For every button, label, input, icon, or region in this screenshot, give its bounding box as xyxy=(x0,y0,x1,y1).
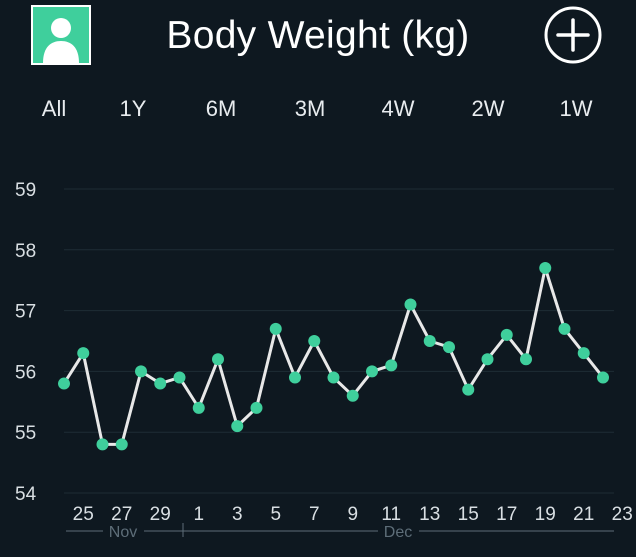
data-point xyxy=(212,353,224,366)
data-point xyxy=(173,371,186,384)
y-tick-label: 57 xyxy=(15,302,36,323)
tab-6m[interactable]: 6M xyxy=(205,96,237,121)
data-point xyxy=(346,389,359,402)
data-point xyxy=(115,438,128,451)
data-point xyxy=(96,438,109,451)
data-point xyxy=(135,365,147,378)
data-point xyxy=(558,322,571,335)
data-point xyxy=(520,353,532,366)
tab-1w[interactable]: 1W xyxy=(559,96,593,121)
x-tick-label: 21 xyxy=(573,504,594,525)
tab-3m[interactable]: 3M xyxy=(294,96,326,121)
data-point xyxy=(192,401,205,414)
x-tick-label: 25 xyxy=(73,504,94,525)
y-tick-label: 58 xyxy=(15,241,36,262)
y-tick-label: 59 xyxy=(15,180,36,201)
data-point xyxy=(481,353,494,366)
page-title: Body Weight (kg) xyxy=(166,14,470,57)
x-tick-label: 7 xyxy=(309,504,320,525)
x-tick-label: 23 xyxy=(612,504,633,525)
tab-4w[interactable]: 4W xyxy=(381,96,415,121)
data-point xyxy=(462,383,475,396)
add-entry-button[interactable] xyxy=(543,5,603,65)
x-tick-label: 3 xyxy=(232,504,243,525)
user-avatar-icon[interactable] xyxy=(31,5,91,65)
x-tick-label: 17 xyxy=(496,504,517,525)
data-point xyxy=(77,347,90,360)
x-tick-label: 5 xyxy=(270,504,281,525)
data-point xyxy=(308,335,321,347)
x-tick-label: 9 xyxy=(347,504,358,525)
y-tick-label: 55 xyxy=(15,423,36,444)
data-point xyxy=(423,335,436,347)
data-point xyxy=(58,377,70,390)
data-point xyxy=(154,377,167,390)
data-point xyxy=(231,420,244,433)
range-tabs: All 1Y 6M 3M 4W 2W 1W xyxy=(0,96,636,136)
header: Body Weight (kg) xyxy=(0,0,636,80)
x-tick-label: 11 xyxy=(381,504,401,525)
data-point xyxy=(289,371,301,384)
y-tick-label: 54 xyxy=(15,484,37,505)
x-tick-label: 13 xyxy=(419,504,440,525)
x-tick-label: 29 xyxy=(150,504,171,525)
month-label: Nov xyxy=(109,524,137,541)
x-tick-label: 27 xyxy=(111,504,132,525)
y-tick-label: 56 xyxy=(15,362,36,383)
month-label: Dec xyxy=(384,524,412,541)
x-tick-label: 15 xyxy=(458,504,479,525)
data-point xyxy=(577,347,590,360)
data-point xyxy=(539,262,552,275)
data-point xyxy=(404,298,417,311)
data-point xyxy=(597,371,609,384)
x-tick-label: 1 xyxy=(193,504,204,525)
data-point xyxy=(500,328,513,341)
tab-2w[interactable]: 2W xyxy=(471,96,505,121)
tab-all[interactable]: All xyxy=(41,96,67,121)
data-point xyxy=(443,341,455,354)
data-point xyxy=(327,371,340,384)
data-point xyxy=(385,359,398,372)
data-point xyxy=(250,401,263,414)
tab-1y[interactable]: 1Y xyxy=(119,96,147,121)
data-point xyxy=(269,322,282,335)
data-point xyxy=(366,365,378,378)
plus-circle-icon xyxy=(544,6,602,64)
x-tick-label: 19 xyxy=(535,504,556,525)
